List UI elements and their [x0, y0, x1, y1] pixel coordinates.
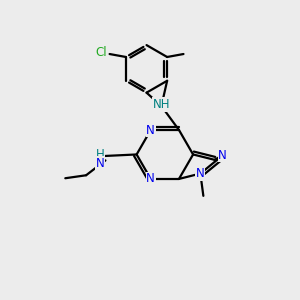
Text: N: N	[146, 124, 155, 136]
Text: H: H	[96, 148, 105, 161]
Text: N: N	[218, 149, 227, 162]
Text: N: N	[96, 157, 105, 170]
Text: N: N	[146, 172, 155, 185]
Text: Cl: Cl	[95, 46, 106, 59]
Text: N: N	[196, 167, 205, 180]
Text: NH: NH	[153, 98, 170, 111]
